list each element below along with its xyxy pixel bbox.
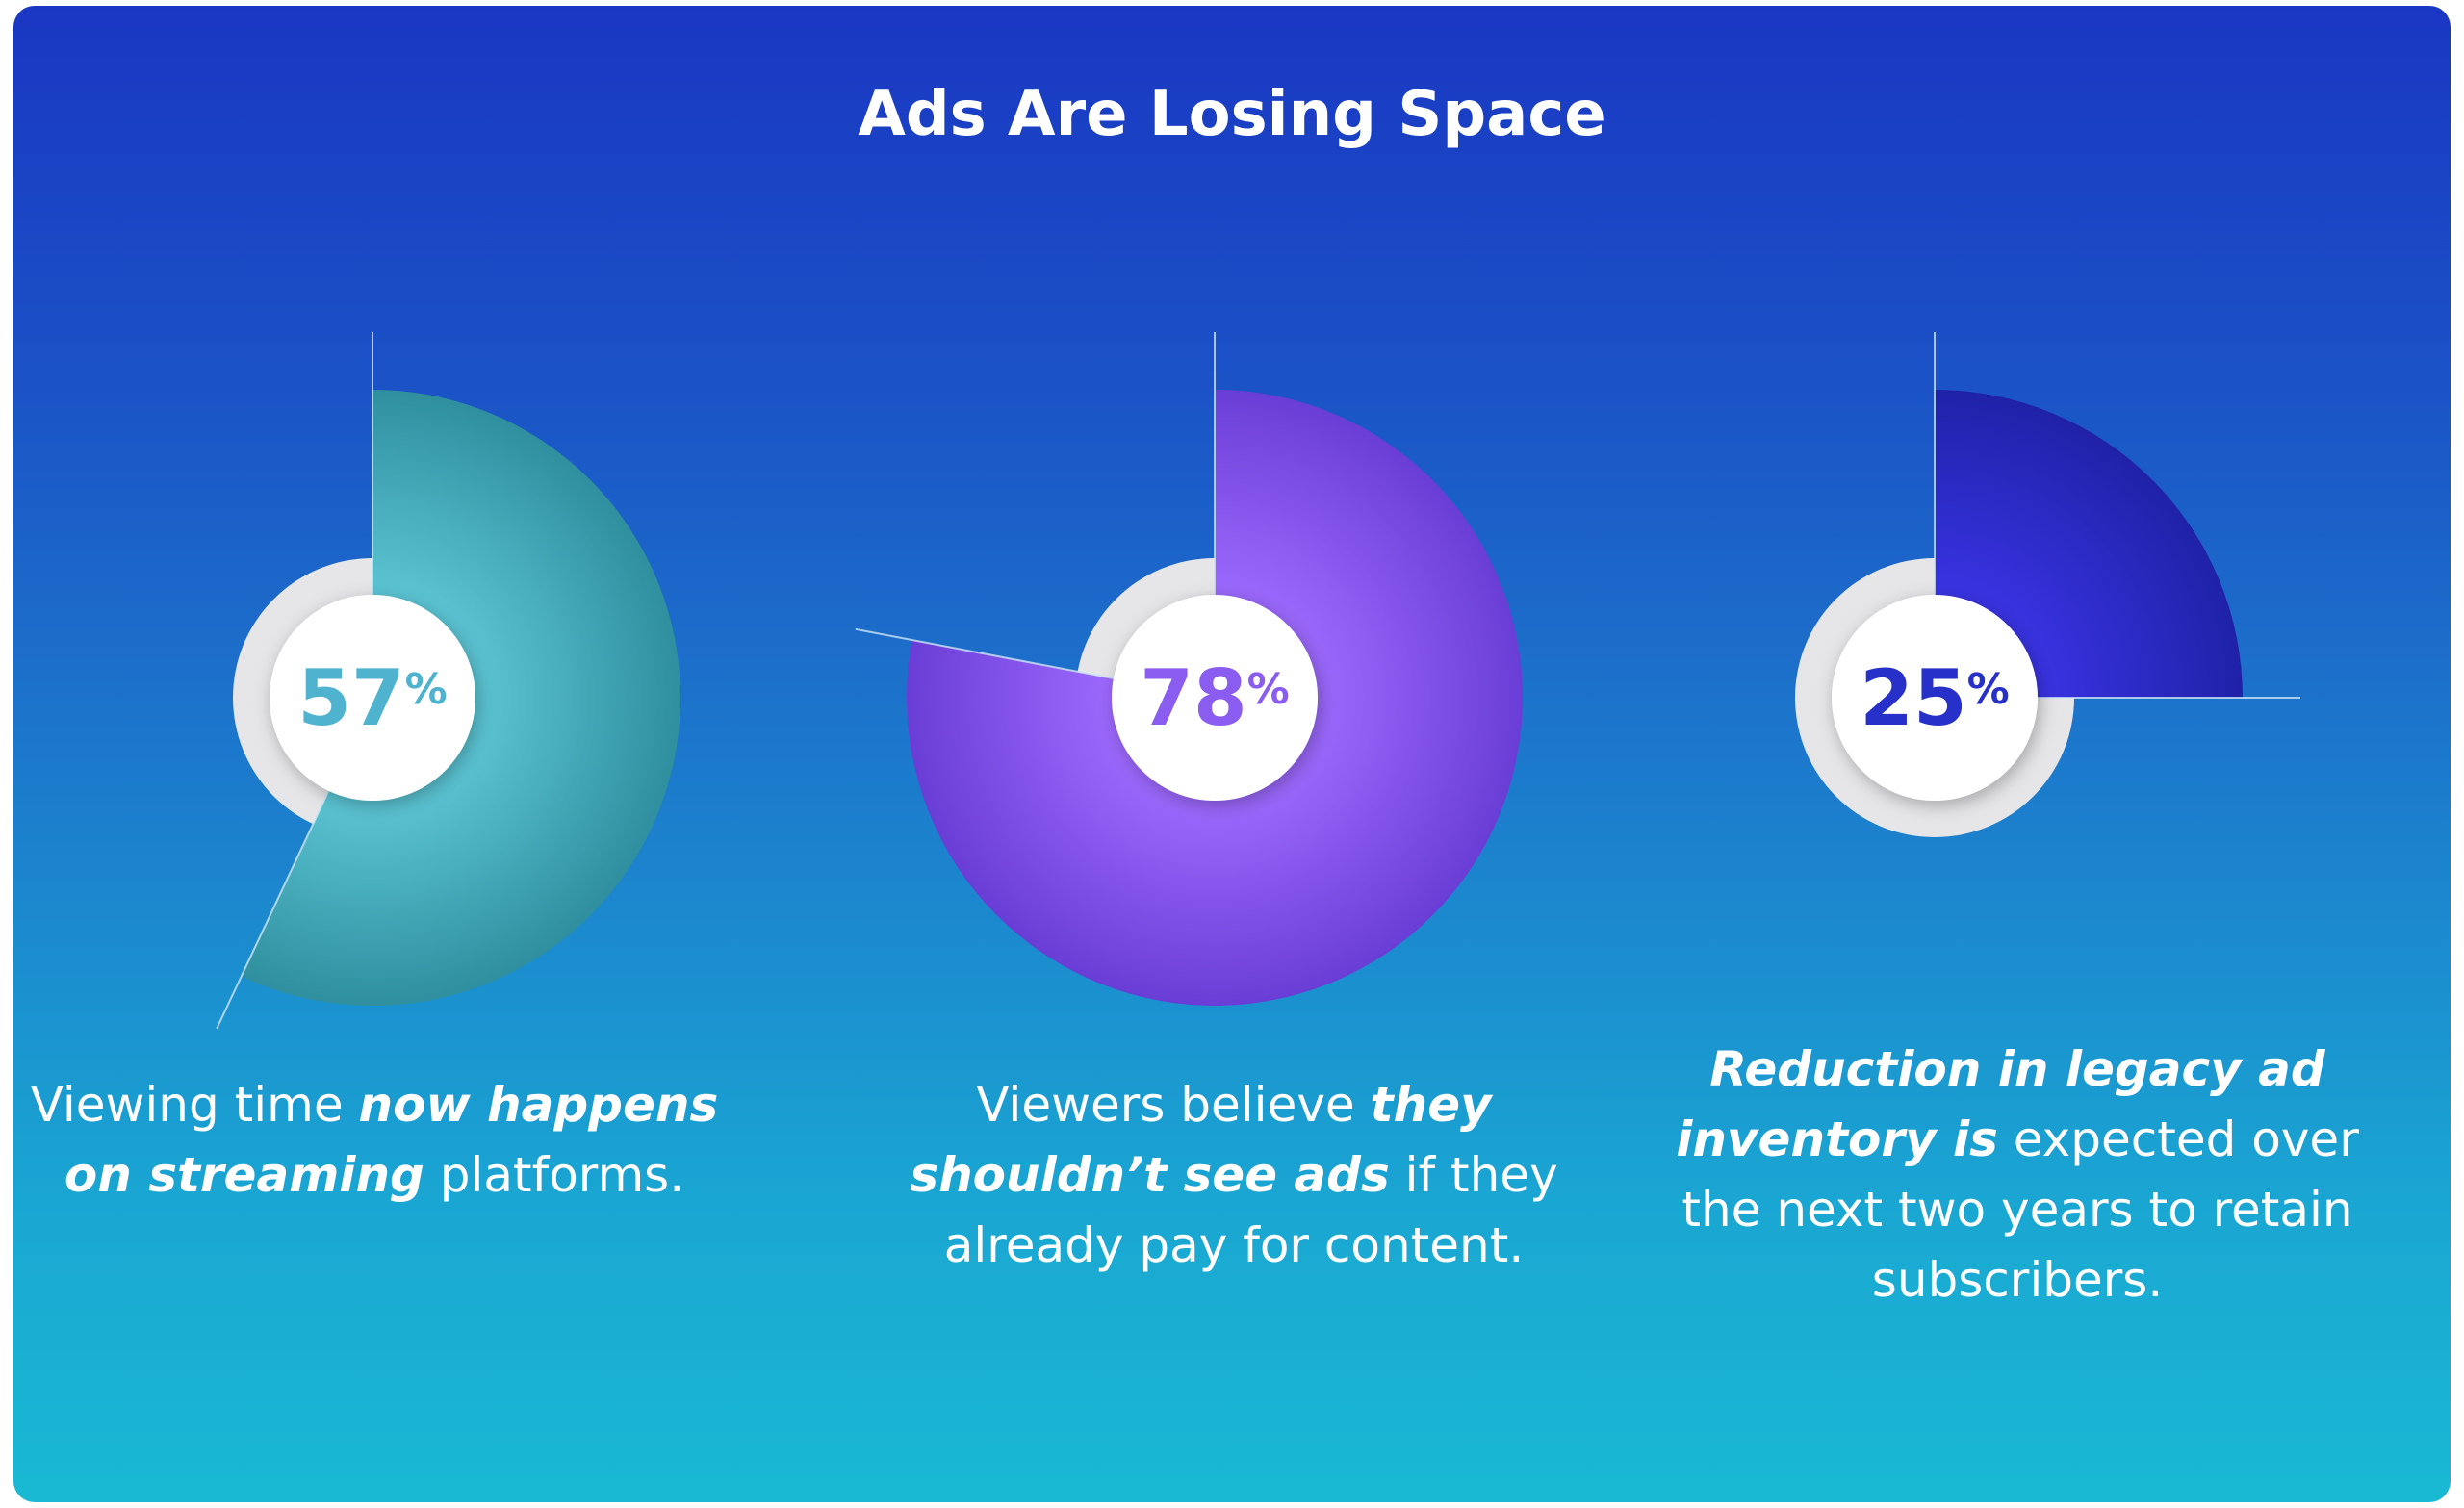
caption-2: Viewers believe they shouldn’t see ads i… — [868, 1070, 1600, 1281]
caption-3-part-2: expected over the next two years to reta… — [1681, 1112, 2359, 1308]
pie-chart-3: 25% — [1795, 332, 2300, 837]
pie-slice-3 — [1935, 390, 2243, 698]
pie-center-1 — [270, 595, 475, 801]
pie-value-number-1: 57 — [297, 653, 404, 743]
pie-value-label-2: 78% — [1140, 653, 1289, 743]
pie-chart-2: 78% — [855, 332, 1523, 1006]
caption-2-part-3: if they already pay for content. — [943, 1147, 1558, 1273]
pie-value-unit-1: % — [405, 665, 448, 714]
pie-value-unit-3: % — [1967, 665, 2010, 714]
pie-value-label-1: 57% — [297, 653, 447, 743]
pie-value-label-3: 25% — [1860, 653, 2009, 743]
pie-value-number-2: 78 — [1140, 653, 1246, 743]
pie-center-2 — [1112, 595, 1318, 801]
pie-chart-1: 57% — [216, 332, 681, 1030]
caption-3-part-1: Reduction in legacy ad inventory is — [1676, 1041, 2325, 1167]
caption-1-part-1: Viewing time — [30, 1077, 359, 1133]
caption-2-part-2: they shouldn’t see ads — [910, 1077, 1492, 1203]
pie-center-3 — [1832, 595, 2038, 801]
caption-2-part-1: Viewers believe — [976, 1077, 1371, 1133]
pie-value-number-3: 25 — [1860, 653, 1966, 743]
pie-value-unit-2: % — [1247, 665, 1290, 714]
caption-3: Reduction in legacy ad inventory is expe… — [1652, 1035, 2383, 1316]
caption-1: Viewing time now happens on streaming pl… — [9, 1070, 740, 1211]
caption-1-part-3: platforms. — [424, 1147, 685, 1203]
caption-1-part-2: now happens on streaming — [64, 1077, 719, 1203]
chart-title: Ads Are Losing Space — [858, 79, 1606, 150]
